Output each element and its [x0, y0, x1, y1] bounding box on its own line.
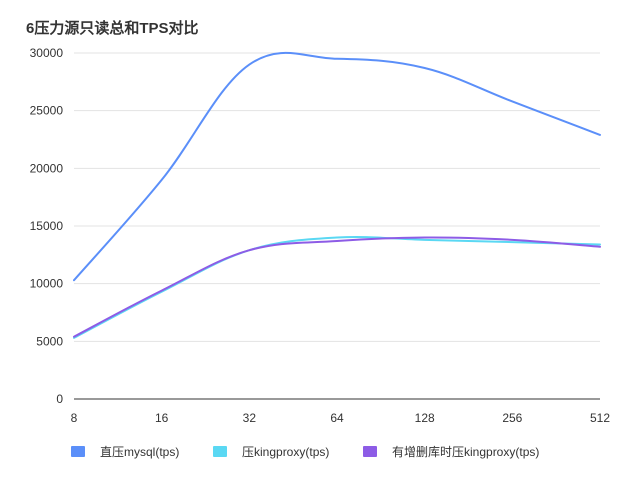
y-tick-label: 20000: [30, 161, 64, 175]
x-tick-label: 256: [502, 411, 522, 425]
legend-label: 直压mysql(tps): [100, 445, 179, 459]
series-lines: [73, 51, 601, 339]
legend: 直压mysql(tps) 压kingproxy(tps) 有增删库时压kingpro…: [71, 444, 539, 459]
series-line-3: [73, 236, 601, 338]
y-tick-labels: 0 5000 10000 15000 20000 25000 30000: [30, 46, 64, 406]
legend-label: 压kingproxy(tps): [242, 445, 329, 459]
legend-item: 直压mysql(tps): [71, 445, 179, 459]
x-tick-label: 32: [243, 411, 257, 425]
series-line-1: [73, 51, 601, 282]
x-tick-label: 64: [330, 411, 344, 425]
legend-label: 有增删库时压kingproxy(tps): [392, 444, 539, 459]
x-tick-label: 512: [590, 411, 610, 425]
legend-swatch: [363, 446, 377, 457]
x-tick-label: 16: [155, 411, 169, 425]
series-line-2: [73, 235, 601, 339]
y-tick-label: 25000: [30, 104, 64, 118]
y-tick-label: 30000: [30, 46, 64, 60]
x-tick-label: 128: [415, 411, 435, 425]
y-tick-label: 0: [56, 392, 63, 406]
legend-item: 有增删库时压kingproxy(tps): [363, 444, 539, 459]
grid-lines: [74, 52, 600, 342]
legend-swatch: [213, 446, 227, 457]
x-tick-label: 8: [71, 411, 78, 425]
legend-swatch: [71, 446, 85, 457]
legend-item: 压kingproxy(tps): [213, 445, 329, 459]
x-tick-labels: 8 16 32 64 128 256 512: [71, 411, 611, 425]
y-tick-label: 15000: [30, 219, 64, 233]
y-tick-label: 5000: [36, 334, 63, 348]
y-tick-label: 10000: [30, 277, 64, 291]
chart-title: 6压力源只读总和TPS对比: [26, 19, 199, 37]
